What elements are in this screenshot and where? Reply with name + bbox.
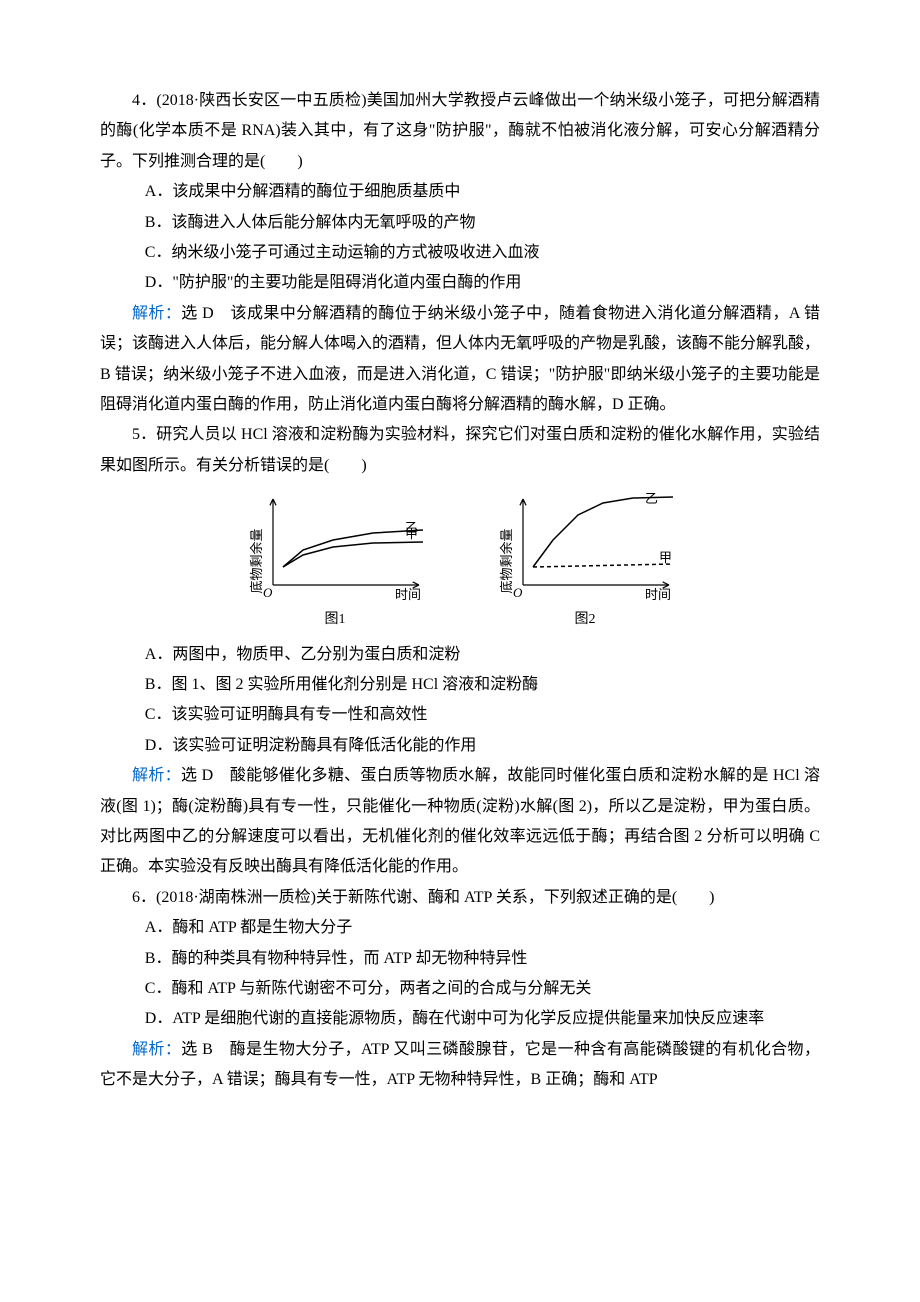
chart1-caption: 图1 bbox=[325, 607, 346, 634]
jiexi-label: 解析： bbox=[132, 1041, 181, 1058]
q6-option-b: B．酶的种类具有物种特异性，而 ATP 却无物种特异性 bbox=[100, 944, 820, 974]
svg-text:时间: 时间 bbox=[645, 587, 671, 602]
q5-chart1: 底物剩余量时间O甲乙 图1 bbox=[245, 493, 425, 634]
q5-charts: 底物剩余量时间 O 甲 乙 图1 底物剩余量时间 O 甲 乙 图2 bbox=[100, 493, 820, 634]
q4-option-b: B．该酶进入人体后能分解体内无氧呼吸的产物 bbox=[100, 208, 820, 238]
q5-option-a: A．两图中，物质甲、乙分别为蛋白质和淀粉 bbox=[100, 640, 820, 670]
chart2-svg: 底物剩余量时间 O 甲 乙 bbox=[495, 493, 675, 603]
q4-jiexi-body: 选 D 该成果中分解酒精的酶位于纳米级小笼子中，随着食物进入消化道分解酒精，A … bbox=[100, 305, 820, 413]
q6-option-a: A．酶和 ATP 都是生物大分子 bbox=[100, 913, 820, 943]
q6-stem: 6．(2018·湖南株洲一质检)关于新陈代谢、酶和 ATP 关系，下列叙述正确的… bbox=[100, 883, 820, 913]
q6-option-d: D．ATP 是细胞代谢的直接能源物质，酶在代谢中可为化学反应提供能量来加快反应速… bbox=[100, 1004, 820, 1034]
svg-text:底物剩余量: 底物剩余量 bbox=[499, 529, 514, 594]
svg-text:O: O bbox=[263, 585, 273, 600]
svg-text:甲: 甲 bbox=[659, 550, 672, 565]
svg-text:乙: 乙 bbox=[645, 493, 658, 506]
q4-explanation: 解析：选 D 该成果中分解酒精的酶位于纳米级小笼子中，随着食物进入消化道分解酒精… bbox=[100, 299, 820, 421]
q6-option-c: C．酶和 ATP 与新陈代谢密不可分，两者之间的合成与分解无关 bbox=[100, 974, 820, 1004]
chart1-svg: 底物剩余量时间O甲乙 bbox=[245, 493, 425, 603]
q4-option-a: A．该成果中分解酒精的酶位于细胞质基质中 bbox=[100, 177, 820, 207]
chart2-caption: 图2 bbox=[575, 607, 596, 634]
q6-jiexi-body: 选 B 酶是生物大分子，ATP 又叫三磷酸腺苷，它是一种含有高能磷酸键的有机化合… bbox=[100, 1041, 820, 1088]
page: 4．(2018·陕西长安区一中五质检)美国加州大学教授卢云峰做出一个纳米级小笼子… bbox=[0, 0, 920, 1302]
jiexi-label: 解析： bbox=[132, 305, 181, 322]
q4-option-c: C．纳米级小笼子可通过主动运输的方式被吸收进入血液 bbox=[100, 238, 820, 268]
svg-text:O: O bbox=[513, 585, 523, 600]
q4-stem: 4．(2018·陕西长安区一中五质检)美国加州大学教授卢云峰做出一个纳米级小笼子… bbox=[100, 86, 820, 177]
svg-text:时间: 时间 bbox=[395, 587, 421, 602]
q5-stem: 5．研究人员以 HCl 溶液和淀粉酶为实验材料，探究它们对蛋白质和淀粉的催化水解… bbox=[100, 420, 820, 481]
svg-text:乙: 乙 bbox=[405, 520, 418, 535]
jiexi-label: 解析： bbox=[132, 767, 181, 784]
q5-option-b: B．图 1、图 2 实验所用催化剂分别是 HCl 溶液和淀粉酶 bbox=[100, 670, 820, 700]
q5-chart2: 底物剩余量时间 O 甲 乙 图2 bbox=[495, 493, 675, 634]
q5-jiexi-body: 选 D 酸能够催化多糖、蛋白质等物质水解，故能同时催化蛋白质和淀粉水解的是 HC… bbox=[100, 767, 820, 875]
q5-option-c: C．该实验可证明酶具有专一性和高效性 bbox=[100, 700, 820, 730]
q6-explanation: 解析：选 B 酶是生物大分子，ATP 又叫三磷酸腺苷，它是一种含有高能磷酸键的有… bbox=[100, 1035, 820, 1096]
svg-text:底物剩余量: 底物剩余量 bbox=[249, 529, 264, 594]
q5-explanation: 解析：选 D 酸能够催化多糖、蛋白质等物质水解，故能同时催化蛋白质和淀粉水解的是… bbox=[100, 761, 820, 883]
q5-option-d: D．该实验可证明淀粉酶具有降低活化能的作用 bbox=[100, 731, 820, 761]
q4-option-d: D．"防护服"的主要功能是阻碍消化道内蛋白酶的作用 bbox=[100, 268, 820, 298]
